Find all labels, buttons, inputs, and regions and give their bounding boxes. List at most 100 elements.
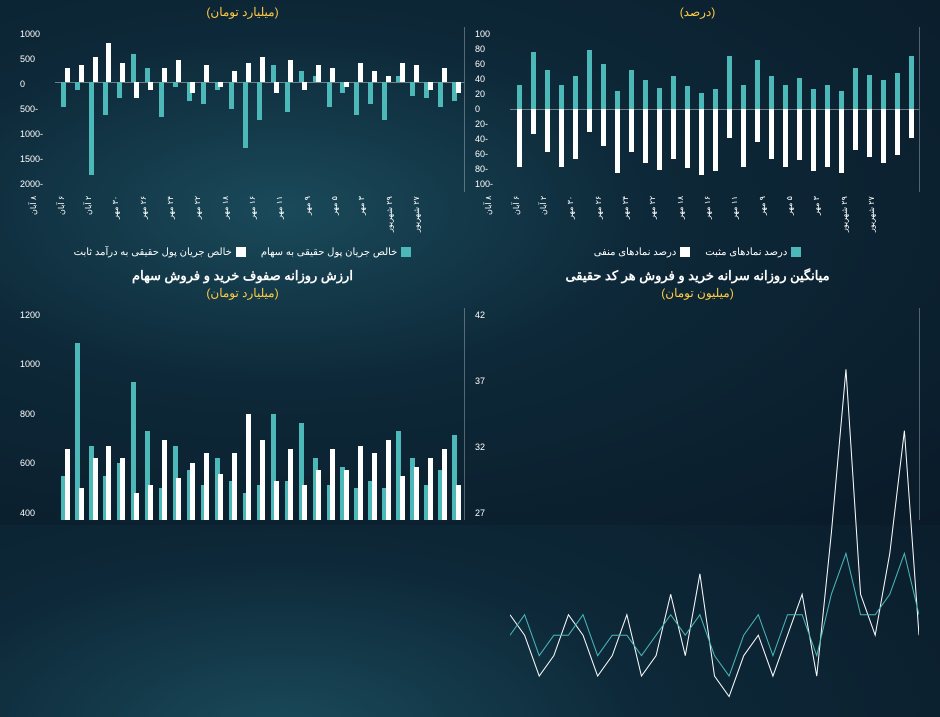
legend-label: درصد نمادهای مثبت bbox=[705, 247, 787, 258]
bar bbox=[232, 71, 237, 82]
y-tick: 32 bbox=[475, 442, 506, 452]
x-tick: ۳۰ مهر bbox=[566, 196, 575, 241]
bar bbox=[246, 63, 251, 82]
bar bbox=[587, 109, 592, 132]
bar bbox=[243, 82, 248, 148]
legend: درصد نمادهای مثبت درصد نمادهای منفی bbox=[475, 247, 920, 258]
bar bbox=[120, 63, 125, 82]
bar bbox=[117, 82, 122, 98]
bar bbox=[573, 76, 578, 109]
bar bbox=[601, 109, 606, 146]
y-tick: 0 bbox=[20, 79, 51, 89]
chart-subtitle: (میلیون تومان) bbox=[475, 286, 920, 300]
legend: خالص جریان پول حقیقی به سهامخالص جریان پ… bbox=[20, 247, 465, 258]
bar bbox=[657, 88, 662, 109]
bar bbox=[89, 82, 94, 175]
y-tick: -100 bbox=[475, 179, 506, 189]
bar bbox=[573, 109, 578, 158]
bar bbox=[797, 109, 802, 160]
legend-item: درصد نمادهای مثبت bbox=[705, 247, 801, 258]
bar bbox=[867, 75, 872, 110]
bar bbox=[162, 440, 167, 520]
bar bbox=[79, 488, 84, 520]
bar bbox=[327, 82, 332, 107]
bar bbox=[825, 109, 830, 167]
legend-label: خالص جریان پول حقیقی به درآمد ثابت bbox=[74, 247, 232, 258]
bar bbox=[145, 68, 150, 82]
x-tick: ۲۷ شهریور bbox=[867, 196, 876, 241]
bar bbox=[103, 82, 108, 115]
y-tick: 0 bbox=[475, 104, 506, 114]
x-tick: ۱۶ مهر bbox=[248, 196, 257, 241]
bar bbox=[386, 440, 391, 520]
y-tick: -20 bbox=[475, 119, 506, 129]
bar bbox=[218, 474, 223, 520]
bar bbox=[456, 82, 461, 93]
y-tick: 40 bbox=[475, 74, 506, 84]
line-series bbox=[510, 369, 919, 696]
y-tick: 1200 bbox=[20, 310, 51, 320]
bar bbox=[260, 440, 265, 520]
y-tick: -60 bbox=[475, 149, 506, 159]
bar bbox=[839, 109, 844, 173]
bar bbox=[372, 453, 377, 520]
bar bbox=[615, 91, 620, 109]
bar bbox=[302, 82, 307, 90]
legend-label: درصد نمادهای منفی bbox=[594, 247, 677, 258]
x-tick: ۳ مهر bbox=[357, 196, 366, 241]
bar bbox=[410, 82, 415, 96]
y-tick: 27 bbox=[475, 508, 506, 518]
bar bbox=[671, 109, 676, 158]
x-tick: ۲۶ مهر bbox=[594, 196, 603, 241]
bar bbox=[853, 109, 858, 150]
legend-swatch bbox=[401, 247, 411, 257]
bar bbox=[134, 493, 139, 520]
bar bbox=[629, 109, 634, 152]
bar bbox=[190, 82, 195, 93]
bar bbox=[811, 109, 816, 171]
bar bbox=[442, 68, 447, 82]
x-axis: ۲۷ شهریور۲۹ شهریور۳ مهر۵ مهر۹ مهر۱۱ مهر۱… bbox=[20, 196, 430, 241]
bar bbox=[354, 82, 359, 115]
bar bbox=[428, 458, 433, 520]
x-tick: ۶ آبان bbox=[512, 196, 521, 241]
y-axis: 12001000800600400 bbox=[20, 308, 55, 521]
bar bbox=[232, 453, 237, 520]
bar bbox=[895, 109, 900, 155]
bar bbox=[61, 82, 66, 107]
x-tick: ۲۴ مهر bbox=[621, 196, 630, 241]
bar bbox=[176, 60, 181, 82]
bar bbox=[302, 485, 307, 520]
bar bbox=[545, 109, 550, 152]
bar bbox=[229, 82, 234, 109]
y-tick: -40 bbox=[475, 134, 506, 144]
bar bbox=[428, 82, 433, 90]
bar bbox=[274, 481, 279, 520]
bar bbox=[400, 476, 405, 520]
bar bbox=[727, 56, 732, 109]
legend-swatch bbox=[236, 247, 246, 257]
y-axis: 10005000-500-1000-1500-2000 bbox=[20, 27, 55, 192]
bar bbox=[811, 89, 816, 110]
bar bbox=[713, 89, 718, 110]
bar bbox=[545, 70, 550, 109]
chart-percent-symbols: (درصد) 100806040200-20-40-60-80-100 ۲۷ ش… bbox=[475, 5, 920, 258]
bar bbox=[909, 56, 914, 109]
x-tick: ۲۹ شهریور bbox=[385, 196, 394, 241]
x-tick: ۸ آبان bbox=[484, 196, 493, 241]
y-tick: 1000 bbox=[20, 359, 51, 369]
bar bbox=[120, 458, 125, 520]
bar bbox=[173, 82, 178, 87]
bar bbox=[615, 109, 620, 173]
bar bbox=[148, 82, 153, 90]
bar bbox=[741, 109, 746, 167]
bar bbox=[867, 109, 872, 157]
chart-queue-value: ارزش روزانه صفوف خرید و فروش سهام (میلیا… bbox=[20, 268, 465, 521]
bar bbox=[330, 68, 335, 82]
legend-swatch bbox=[680, 247, 690, 257]
x-tick: ۱۱ مهر bbox=[275, 196, 284, 241]
chart-subtitle: (درصد) bbox=[475, 5, 920, 19]
x-tick: ۵ مهر bbox=[330, 196, 339, 241]
plot-area bbox=[510, 308, 920, 521]
bar bbox=[909, 109, 914, 138]
